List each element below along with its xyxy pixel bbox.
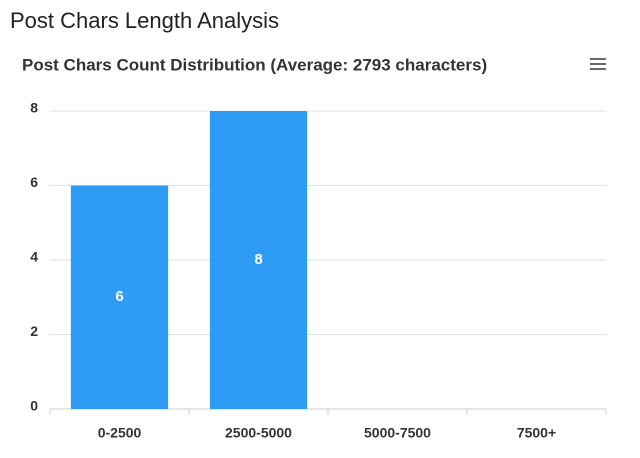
data-label: 6 — [115, 288, 123, 305]
chart-title: Post Chars Count Distribution (Average: … — [22, 55, 487, 74]
x-tick-label: 5000-7500 — [364, 425, 431, 441]
x-tick-label: 2500-5000 — [225, 425, 292, 441]
y-tick-label: 2 — [30, 323, 38, 339]
y-tick-label: 4 — [30, 249, 38, 265]
y-tick-label: 6 — [30, 174, 38, 190]
y-tick-label: 8 — [30, 100, 38, 116]
page-heading: Post Chars Length Analysis — [10, 8, 279, 33]
data-label: 8 — [254, 251, 262, 268]
y-tick-label: 0 — [30, 398, 38, 414]
x-tick-label: 0-2500 — [98, 425, 142, 441]
menu-button[interactable] — [590, 58, 606, 70]
bar — [209, 111, 308, 409]
bar — [70, 185, 169, 409]
x-tick-label: 7500+ — [517, 425, 556, 441]
